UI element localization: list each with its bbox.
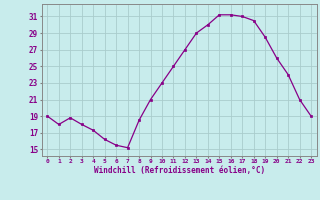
X-axis label: Windchill (Refroidissement éolien,°C): Windchill (Refroidissement éolien,°C) [94,166,265,175]
